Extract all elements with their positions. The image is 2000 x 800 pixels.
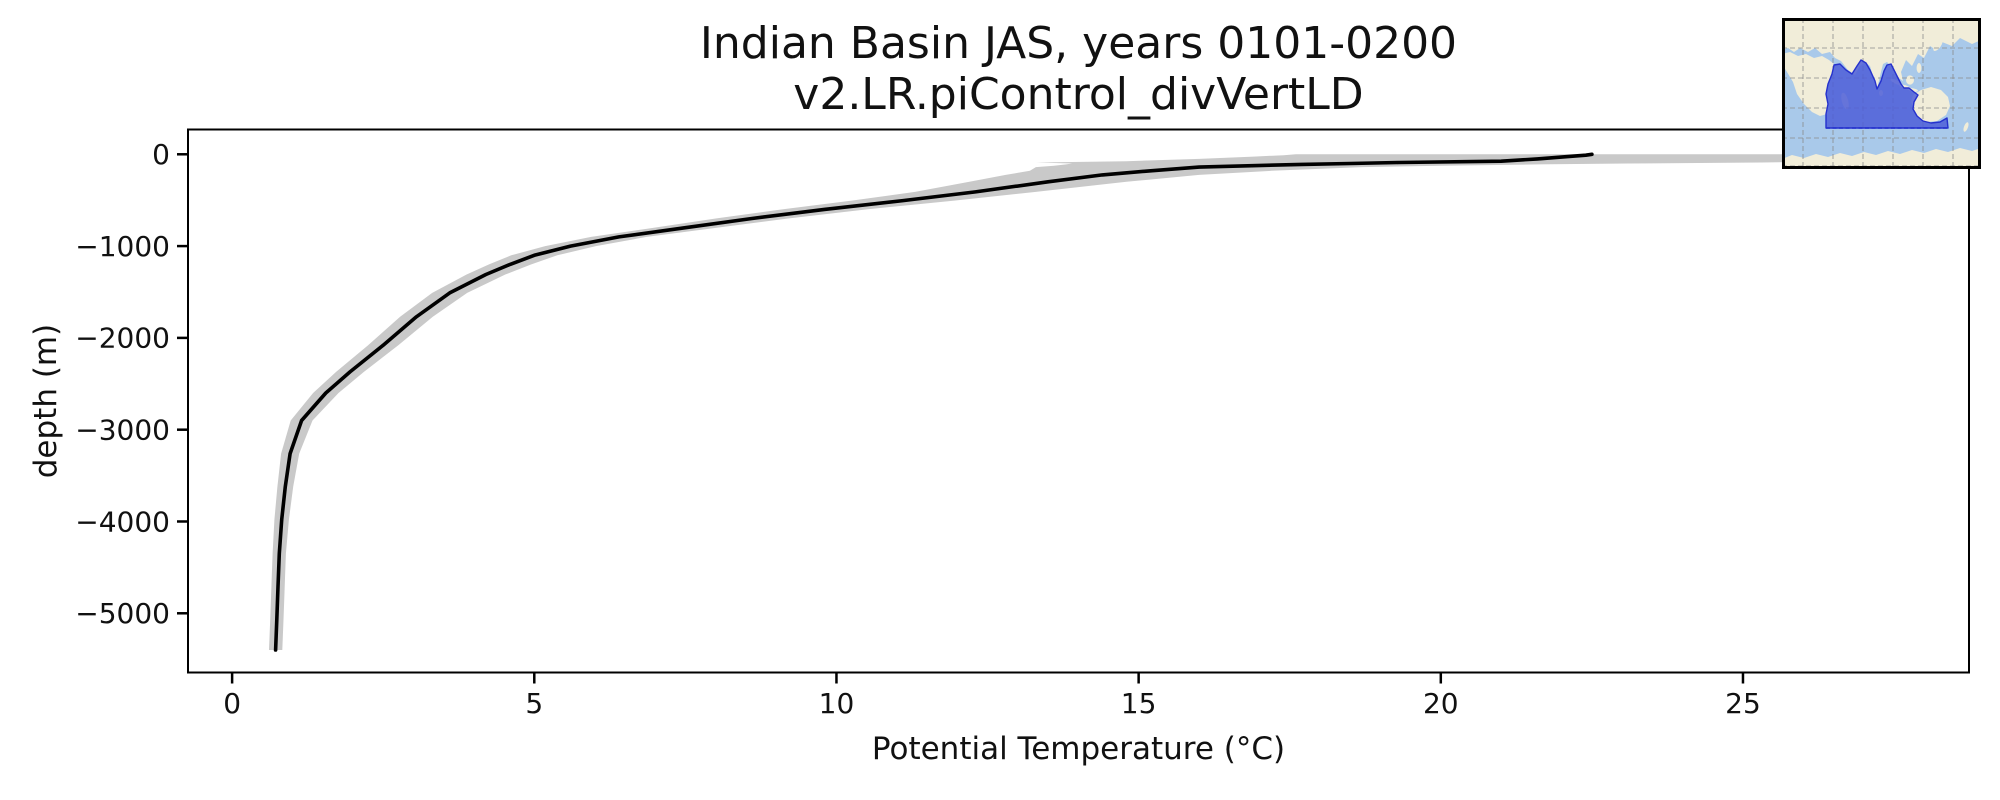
y-tick-label: −4000 xyxy=(75,505,170,538)
x-tick-label: 5 xyxy=(525,687,543,720)
land-africa xyxy=(1782,52,1834,116)
land-eurasia xyxy=(1782,18,1981,89)
map-border xyxy=(1782,18,1981,169)
x-tick-label: 15 xyxy=(1121,687,1157,720)
x-tick-label: 25 xyxy=(1725,687,1761,720)
land-new-zealand xyxy=(1963,122,1969,132)
x-tick-label: 10 xyxy=(819,687,855,720)
land-philippines xyxy=(1916,63,1922,73)
y-tick-label: −3000 xyxy=(75,413,170,446)
x-tick-label: 0 xyxy=(223,687,241,720)
x-axis-label: Potential Temperature (°C) xyxy=(871,731,1286,767)
mean-temperature-line xyxy=(273,152,1594,652)
land-borneo xyxy=(1906,75,1914,85)
y-axis-label: depth (m) xyxy=(28,323,64,479)
inset-map-indian-basin xyxy=(1782,18,1981,169)
axes-spines xyxy=(187,128,1970,674)
map-highlight-indian-basin xyxy=(1825,59,1949,129)
y-tick-label: −1000 xyxy=(75,230,170,263)
y-tick-label: −2000 xyxy=(75,322,170,355)
y-tick-label: 0 xyxy=(152,138,170,171)
plot-title-line2: v2.LR.piControl_divVertLD xyxy=(793,69,1364,121)
y-tick-label: −5000 xyxy=(75,597,170,630)
land-australia xyxy=(1911,87,1950,122)
plot-title-line1: Indian Basin JAS, years 0101-0200 xyxy=(699,18,1458,69)
land-antarctica xyxy=(1782,148,1981,169)
x-tick-label: 20 xyxy=(1423,687,1459,720)
plot-title: Indian Basin JAS, years 0101-0200 v2.LR.… xyxy=(188,18,1969,120)
std-band xyxy=(269,154,1888,651)
